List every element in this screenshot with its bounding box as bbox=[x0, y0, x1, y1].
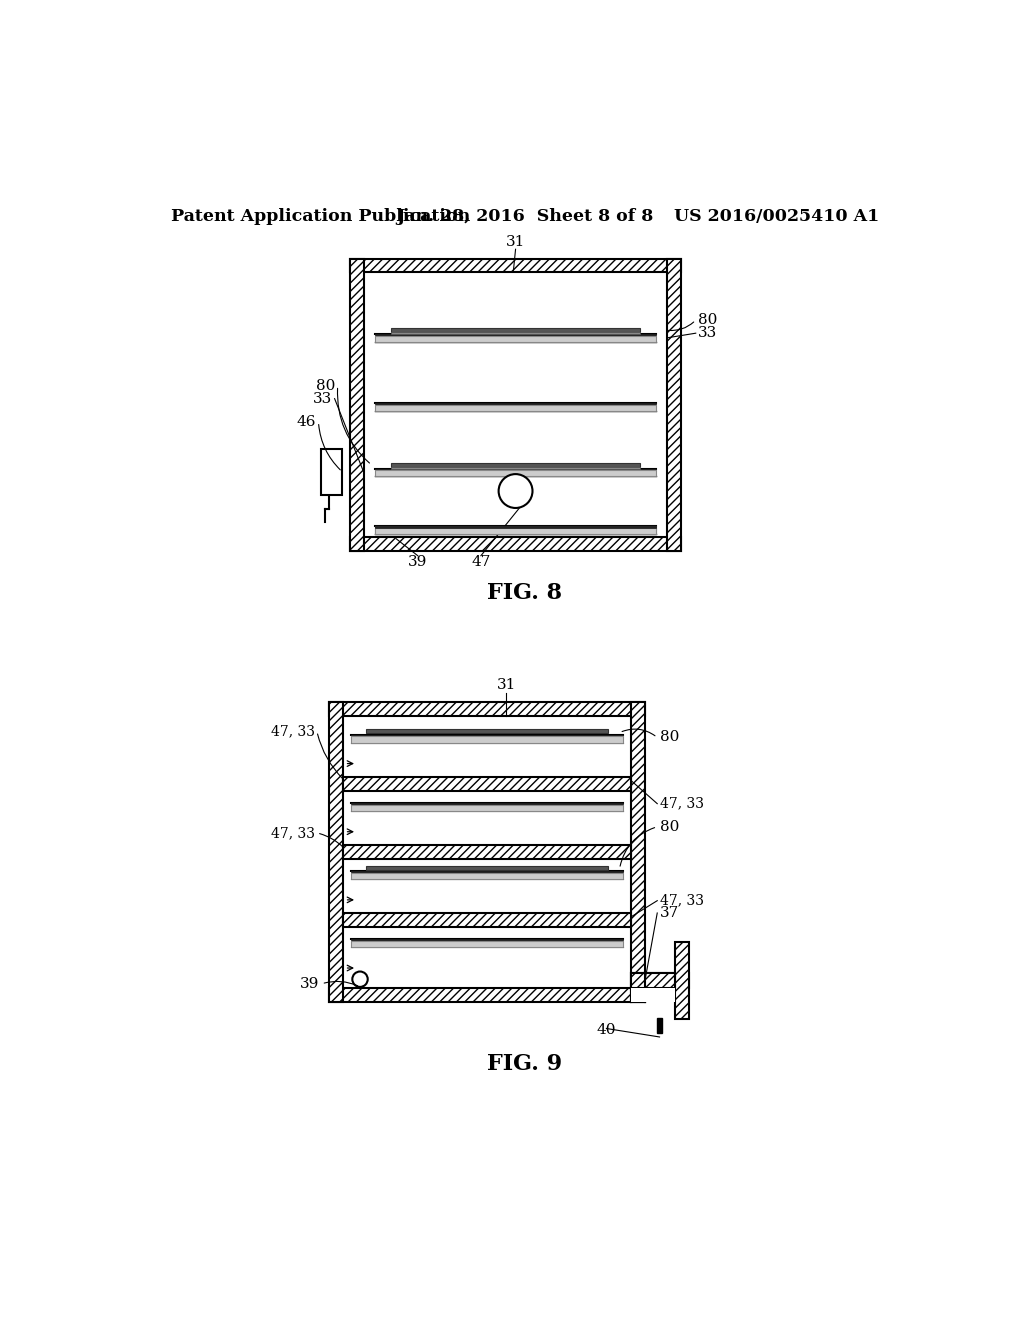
Text: 80: 80 bbox=[698, 313, 718, 327]
Bar bbox=[376, 470, 655, 477]
Bar bbox=[376, 527, 655, 528]
Bar bbox=[351, 735, 624, 737]
Bar bbox=[376, 469, 655, 470]
Text: 37: 37 bbox=[659, 906, 679, 920]
Bar bbox=[330, 702, 645, 715]
Bar bbox=[351, 737, 624, 743]
Bar bbox=[364, 272, 668, 537]
Bar bbox=[367, 730, 608, 734]
Bar bbox=[367, 866, 608, 870]
Bar bbox=[376, 527, 655, 535]
Bar bbox=[391, 327, 640, 333]
Text: 47, 33: 47, 33 bbox=[271, 725, 315, 738]
Text: FIG. 9: FIG. 9 bbox=[487, 1053, 562, 1074]
Bar bbox=[376, 404, 655, 405]
Text: Jan. 28, 2016  Sheet 8 of 8: Jan. 28, 2016 Sheet 8 of 8 bbox=[396, 207, 653, 224]
Bar bbox=[376, 527, 655, 528]
Bar bbox=[330, 989, 645, 1002]
Bar bbox=[668, 259, 681, 552]
Bar bbox=[351, 940, 624, 941]
Bar bbox=[343, 845, 631, 859]
Text: 47, 33: 47, 33 bbox=[659, 797, 703, 810]
Bar bbox=[350, 259, 364, 552]
Text: 40: 40 bbox=[597, 1023, 616, 1038]
Bar bbox=[631, 973, 675, 989]
Text: US 2016/0025410 A1: US 2016/0025410 A1 bbox=[674, 207, 879, 224]
Circle shape bbox=[499, 474, 532, 508]
Bar bbox=[376, 334, 655, 335]
Bar bbox=[330, 702, 343, 1002]
Bar bbox=[351, 805, 624, 810]
Bar bbox=[675, 942, 689, 1019]
Text: 33: 33 bbox=[313, 392, 333, 405]
Bar bbox=[631, 989, 675, 1002]
Text: 39: 39 bbox=[409, 554, 427, 569]
Text: 31: 31 bbox=[497, 678, 516, 692]
Bar bbox=[391, 462, 640, 467]
Bar bbox=[350, 537, 681, 552]
Bar bbox=[343, 913, 631, 927]
Text: 47, 33: 47, 33 bbox=[271, 826, 315, 840]
Bar bbox=[391, 467, 640, 469]
Text: FIG. 8: FIG. 8 bbox=[487, 582, 562, 605]
Bar bbox=[376, 405, 655, 411]
Bar bbox=[350, 259, 681, 272]
Bar bbox=[631, 702, 645, 1002]
Bar bbox=[376, 335, 655, 342]
Bar bbox=[391, 333, 640, 334]
Bar bbox=[631, 989, 689, 1003]
Circle shape bbox=[352, 972, 368, 987]
Text: 33: 33 bbox=[698, 326, 717, 341]
Bar bbox=[631, 973, 689, 989]
Bar bbox=[351, 873, 624, 879]
Bar bbox=[351, 871, 624, 873]
Text: 47, 33: 47, 33 bbox=[659, 894, 703, 908]
Bar bbox=[343, 715, 631, 989]
Bar bbox=[343, 777, 631, 791]
Text: 47: 47 bbox=[471, 554, 490, 569]
Text: 31: 31 bbox=[506, 235, 525, 248]
Bar bbox=[321, 449, 342, 495]
Text: 46: 46 bbox=[297, 414, 316, 429]
Text: Patent Application Publication: Patent Application Publication bbox=[171, 207, 470, 224]
Bar bbox=[657, 1018, 662, 1034]
Bar bbox=[351, 941, 624, 946]
Text: 39: 39 bbox=[300, 977, 319, 991]
Bar bbox=[376, 528, 655, 535]
Text: 80: 80 bbox=[659, 820, 679, 834]
Text: 80: 80 bbox=[659, 730, 679, 744]
Bar bbox=[351, 803, 624, 805]
Text: 80: 80 bbox=[316, 379, 336, 392]
